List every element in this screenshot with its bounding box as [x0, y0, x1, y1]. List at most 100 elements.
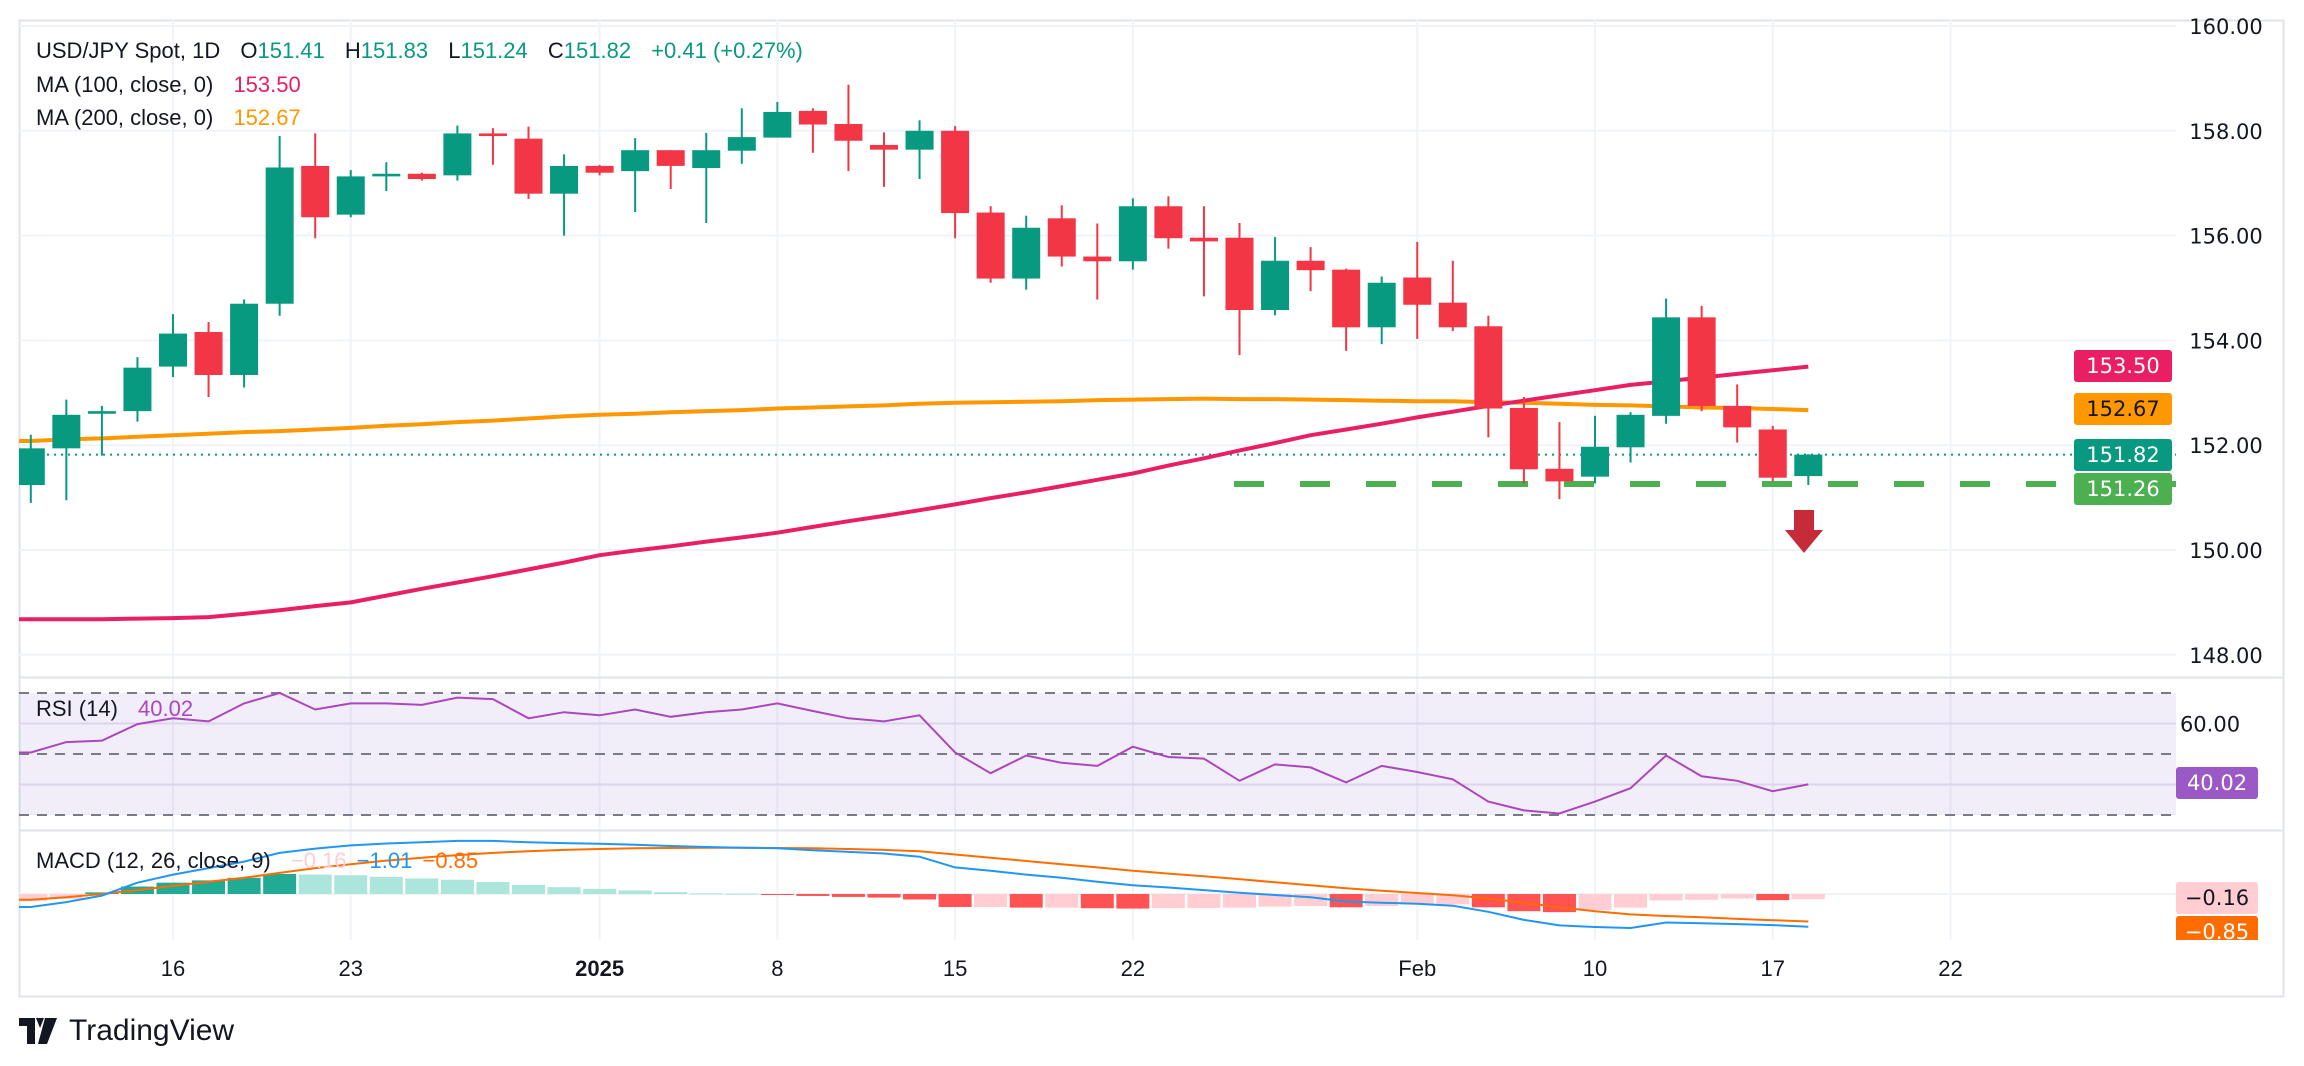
candle-body: [763, 111, 792, 138]
date-tick-label: 22: [1938, 956, 1962, 981]
candle: [692, 132, 721, 224]
tradingview-logo-text: TradingView: [69, 1014, 235, 1047]
macd-histogram-bar: [192, 880, 226, 894]
price-tick-label: 148.00: [2189, 644, 2262, 668]
ma100-price-tag: 153.50: [2074, 350, 2172, 382]
candle-body: [478, 133, 507, 137]
candle: [443, 125, 472, 181]
candle-body: [1047, 218, 1076, 257]
candle: [941, 126, 970, 239]
candle: [1332, 268, 1361, 351]
macd-histogram-bar: [440, 879, 474, 894]
macd-legend[interactable]: MACD (12, 26, close, 9) −0.16 −1.01 −0.8…: [36, 848, 482, 874]
rsi-background-band: [19, 693, 2176, 815]
date-tick-label: 17: [1761, 956, 1785, 981]
change-value: +0.41 (+0.27%): [651, 38, 803, 63]
candle-body: [52, 414, 81, 449]
candle: [87, 405, 116, 456]
candle-body: [1581, 446, 1609, 477]
macd-histogram-bar: [938, 894, 972, 907]
candle-body: [1438, 302, 1467, 328]
macd-histogram-bar: [903, 894, 937, 900]
candle: [1758, 425, 1787, 482]
macd-histogram-bar: [1685, 894, 1719, 900]
candle-body: [1403, 277, 1432, 305]
candle: [301, 133, 330, 239]
candle-body: [194, 332, 223, 375]
candle: [1545, 422, 1574, 500]
date-tick-label: 22: [1121, 956, 1145, 981]
candle: [976, 206, 1005, 283]
candle: [798, 108, 827, 153]
rsi-legend[interactable]: RSI (14) 40.02: [36, 696, 197, 722]
rsi-value: 40.02: [138, 696, 194, 721]
candle: [1083, 223, 1112, 300]
candle-body: [834, 123, 863, 141]
macd-histogram-bar: [476, 882, 510, 894]
axes: 160.00 158.00 156.00 154.00 152.00 150.00 148.…: [161, 15, 2263, 981]
candle-body: [585, 165, 614, 173]
candle-body: [1296, 260, 1325, 271]
candle: [478, 128, 507, 165]
low-label: L: [448, 38, 461, 63]
candle-body: [692, 150, 721, 169]
macd-histogram-bar: [156, 882, 190, 894]
ma100-legend[interactable]: MA (100, close, 0) 153.50: [36, 72, 305, 98]
open-value: 151.41: [257, 38, 325, 63]
candle-body: [976, 212, 1005, 279]
candle-body: [514, 138, 543, 194]
candle: [1047, 205, 1076, 267]
macd-pane[interactable]: [14, 839, 1825, 930]
rsi-pane[interactable]: [19, 691, 2176, 816]
candle-body: [1616, 414, 1645, 448]
macd-histogram-bar: [547, 887, 581, 894]
candle-body: [1225, 237, 1254, 311]
ma200-legend[interactable]: MA (200, close, 0) 152.67: [36, 105, 305, 131]
macd-line: [19, 839, 1809, 930]
symbol-legend: USD/JPY Spot, 1D O151.41 H151.83 L151.24…: [36, 38, 807, 64]
symbol-title[interactable]: USD/JPY Spot, 1D: [36, 38, 221, 63]
price-tick-label: 154.00: [2189, 329, 2262, 353]
price-tick-label: 150.00: [2189, 539, 2262, 563]
candle: [1652, 298, 1681, 424]
candle-body: [621, 150, 650, 172]
macd-signal-tag: −0.85: [2176, 916, 2258, 940]
macd-histogram-bar: [1116, 894, 1150, 909]
candle: [265, 136, 294, 316]
candle-body: [372, 173, 401, 177]
candle-body: [230, 303, 259, 375]
macd-histogram-bar: [689, 893, 723, 895]
macd-histogram-bar: [1187, 894, 1221, 908]
candle-body: [1652, 317, 1681, 416]
price-pane[interactable]: [17, 84, 2176, 622]
candle-body: [443, 133, 472, 176]
candle-body: [798, 110, 827, 125]
tradingview-logo[interactable]: TradingView: [19, 1014, 234, 1048]
candle-body: [1083, 256, 1112, 262]
candle: [585, 164, 614, 176]
candle: [1154, 196, 1183, 249]
candle: [905, 120, 934, 180]
candle-body: [19, 448, 45, 486]
candle: [1012, 215, 1041, 290]
macd-histogram-bar: [1294, 894, 1328, 906]
candle: [1581, 415, 1609, 484]
candle-body: [301, 165, 330, 218]
macd-histogram-bar: [725, 893, 759, 895]
candle: [514, 126, 543, 199]
tradingview-logo-icon: [19, 1018, 57, 1044]
rsi-line: [19, 691, 1809, 815]
candle: [763, 101, 792, 138]
ma100-label: MA (100, close, 0): [36, 72, 214, 97]
candle-body: [1012, 227, 1041, 279]
candle-body: [1154, 206, 1183, 239]
candle: [1474, 315, 1503, 438]
ma200-value: 152.67: [233, 105, 301, 130]
macd-histogram-bar: [263, 873, 297, 894]
macd-hist-tag: −0.16: [2176, 882, 2258, 914]
macd-signal-value: −0.85: [422, 848, 479, 873]
macd-hist-value: −0.16: [290, 848, 347, 873]
candle-body: [1332, 269, 1361, 328]
rsi-value-tag: 40.02: [2176, 767, 2258, 799]
